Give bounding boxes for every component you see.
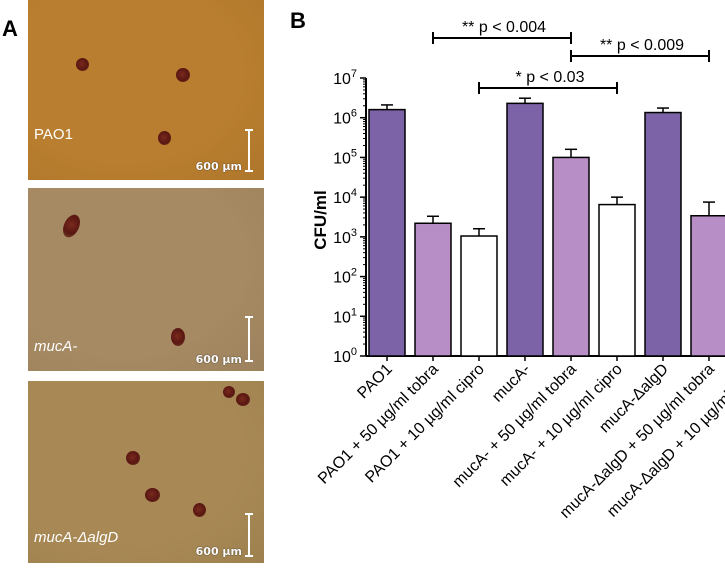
significance-label: ** p < 0.004 <box>462 19 546 36</box>
y-tick-label: 107 <box>333 68 357 88</box>
panel-a-letter: A <box>2 16 18 41</box>
micrograph-muca-algd: mucA-ΔalgD 600 µm <box>28 381 264 563</box>
scale-bar <box>245 129 253 172</box>
panel-b-letter: B <box>290 8 306 33</box>
y-tick-label: 101 <box>333 306 357 326</box>
bar <box>644 111 682 357</box>
y-tick-label: 104 <box>333 187 357 207</box>
biofilm-cell <box>126 451 140 465</box>
y-tick-label: 105 <box>333 147 357 167</box>
bar <box>414 222 452 357</box>
y-axis-label: CFU/ml <box>311 190 330 250</box>
micrograph-pao1: PAO1 600 µm <box>28 0 264 180</box>
x-tick-label: PAO1 <box>354 361 395 402</box>
bar <box>368 108 406 357</box>
bar <box>552 156 590 357</box>
biofilm-cell <box>171 328 185 346</box>
y-tick-label: 103 <box>333 227 357 247</box>
scale-bar <box>245 513 253 557</box>
x-tick-label: mucA- <box>489 361 534 406</box>
scale-label: 600 µm <box>195 160 242 173</box>
biofilm-cell <box>176 68 190 82</box>
biofilm-cell <box>76 58 89 71</box>
bar <box>598 203 636 357</box>
y-tick-label: 102 <box>333 267 357 287</box>
micrograph-muca: mucA- 600 µm <box>28 188 264 371</box>
micrograph-label: PAO1 <box>34 126 73 143</box>
micrograph-label: mucA- <box>34 338 78 355</box>
micrograph-label: mucA-ΔalgD <box>34 529 119 546</box>
biofilm-cell <box>145 488 160 502</box>
bar <box>690 214 725 357</box>
bar <box>460 235 498 357</box>
significance-label: * p < 0.03 <box>516 69 585 86</box>
biofilm-cell <box>158 131 171 145</box>
biofilm-cell <box>236 393 250 406</box>
significance-label: ** p < 0.009 <box>600 37 684 54</box>
scale-bar <box>245 316 253 362</box>
y-tick-label: 106 <box>333 108 357 128</box>
x-tick-label: mucA-ΔalgD + 10 µg/ml cipro <box>604 361 725 521</box>
scale-label: 600 µm <box>195 545 242 558</box>
biofilm-cell <box>193 503 206 517</box>
bar <box>506 102 544 357</box>
scale-label: 600 µm <box>195 353 242 366</box>
y-tick-label: 100 <box>333 346 357 366</box>
biofilm-cell <box>223 386 235 398</box>
